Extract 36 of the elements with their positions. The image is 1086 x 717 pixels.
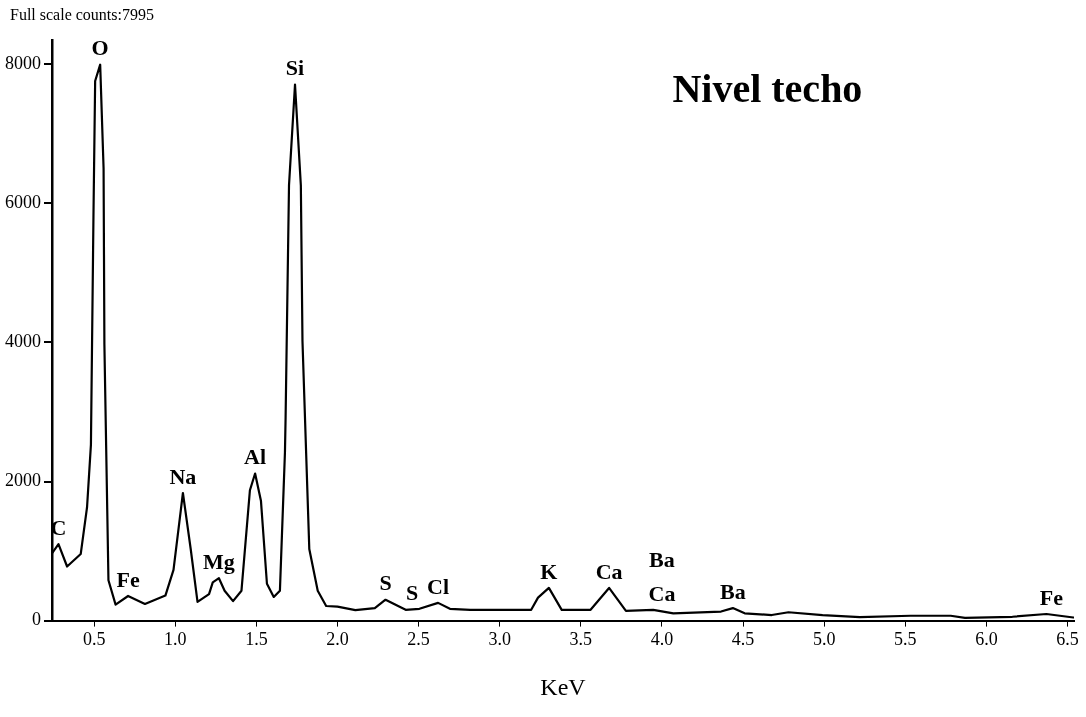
x-tick-label: 2.5 — [407, 629, 430, 650]
x-tick-label: 4.0 — [650, 629, 674, 650]
y-tick-label: 4000 — [5, 331, 41, 352]
annotation: Fe — [1039, 584, 1064, 610]
x-tick-label: 4.5 — [731, 629, 755, 650]
x-tick-label: 5.5 — [894, 629, 917, 650]
x-tick-label: 2.0 — [326, 629, 349, 650]
annotation: Mg — [203, 548, 235, 574]
x-tick-label: 6.0 — [975, 629, 998, 650]
y-tick-label: 0 — [32, 609, 41, 630]
annotation: S — [406, 580, 419, 606]
annotation: O — [91, 35, 109, 61]
x-tick-label: 6.5 — [1056, 629, 1079, 650]
chart-subtitle: Full scale counts:7995 — [10, 6, 154, 24]
annotation: Fe — [116, 566, 140, 592]
y-tick-label: 8000 — [5, 53, 41, 74]
y-tick-label: 2000 — [5, 470, 41, 491]
annotation: S — [379, 570, 392, 596]
x-tick-label: 3.5 — [569, 629, 593, 650]
x-tick-label: 0.5 — [82, 629, 106, 650]
annotation: Na — [169, 463, 197, 489]
x-tick-label: 3.0 — [488, 629, 511, 650]
x-tick-label: 1.5 — [245, 629, 268, 650]
annotation: Ca — [595, 558, 623, 584]
x-tick-label: 1.0 — [164, 629, 187, 650]
annotation: Al — [244, 444, 267, 470]
text: Nivel techo — [672, 66, 863, 112]
annotation: Ba — [649, 546, 675, 572]
y-tick-label: 6000 — [5, 192, 41, 213]
annotation: Cl — [427, 573, 450, 599]
annotation: K — [540, 558, 558, 584]
x-tick-label: 5.0 — [812, 629, 836, 650]
annotation: Ca — [648, 580, 676, 606]
annotation: Si — [285, 55, 305, 81]
annotation: Ba — [720, 578, 746, 604]
x-axis-title: KeV — [540, 673, 587, 700]
